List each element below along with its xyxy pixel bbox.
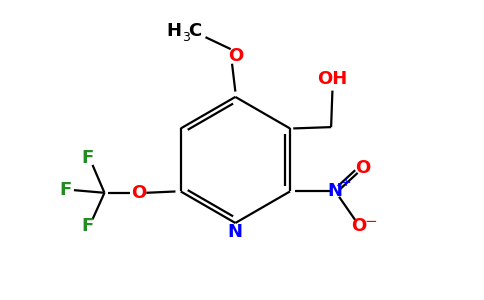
Text: OH: OH bbox=[318, 70, 348, 88]
Text: O: O bbox=[355, 159, 371, 177]
Text: −: − bbox=[364, 214, 378, 230]
Text: +: + bbox=[341, 176, 352, 189]
Text: O: O bbox=[228, 47, 243, 65]
Text: F: F bbox=[81, 217, 93, 235]
Text: F: F bbox=[60, 181, 72, 199]
Text: H: H bbox=[166, 22, 181, 40]
Text: 3: 3 bbox=[182, 31, 190, 44]
Text: N: N bbox=[328, 182, 343, 200]
Text: C: C bbox=[188, 22, 201, 40]
Text: O: O bbox=[131, 184, 146, 202]
Text: F: F bbox=[81, 149, 93, 167]
Text: O: O bbox=[351, 217, 366, 235]
Text: N: N bbox=[228, 223, 243, 241]
